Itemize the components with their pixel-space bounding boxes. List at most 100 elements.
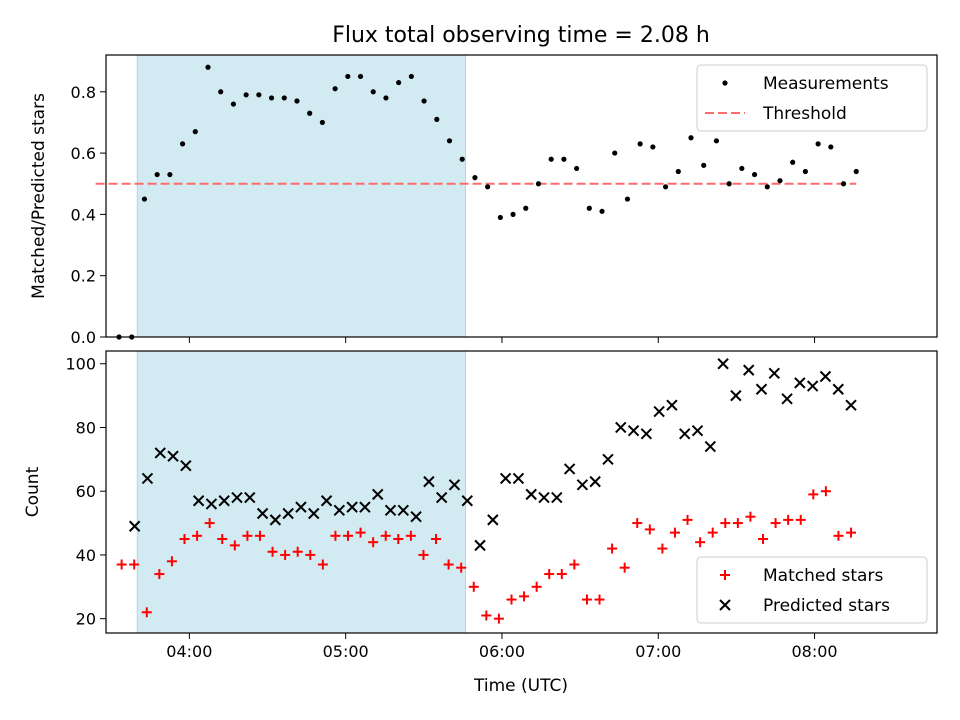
bottom-point-plus-9 <box>229 540 240 551</box>
top-point-dot-44 <box>675 168 681 175</box>
bottom-point-x-25-b <box>448 479 461 491</box>
bottom-point-x-5-b <box>192 495 205 507</box>
bottom-y-tick-label-4: 100 <box>65 355 96 374</box>
top-point-dot-37 <box>586 205 592 211</box>
x-tick-label-2: 06:00 <box>479 642 525 661</box>
top-point-dot-30 <box>497 214 503 221</box>
bottom-point-x-33-b <box>551 491 563 504</box>
bottom-point-x-44 <box>691 424 704 437</box>
bottom-point-plus-33 <box>531 581 542 592</box>
bottom-point-x-46 <box>717 358 729 370</box>
top-point-dot-36 <box>574 165 580 172</box>
bottom-point-x-36-b <box>589 475 601 488</box>
bottom-point-plus-47 <box>707 527 718 538</box>
top-point-dot-33 <box>535 181 542 187</box>
bottom-legend-marker-1 <box>719 599 731 611</box>
top-y-tick-label-2: 0.4 <box>71 205 96 224</box>
bottom-point-plus-58 <box>846 527 857 538</box>
bottom-point-plus-23 <box>405 530 416 541</box>
bottom-point-x-43 <box>679 428 691 440</box>
bottom-point-x-2-b <box>154 447 166 459</box>
bottom-point-x-50 <box>768 367 780 380</box>
bottom-point-plus-30 <box>493 613 504 624</box>
bottom-y-axis-label: Count <box>23 466 43 517</box>
top-legend-marker-0 <box>722 80 728 86</box>
bottom-point-x-54-b <box>819 370 832 383</box>
bottom-point-x-35 <box>576 479 589 491</box>
bottom-point-x-34 <box>563 463 576 475</box>
bottom-point-plus-5 <box>179 534 190 544</box>
bottom-point-plus-43 <box>657 543 668 554</box>
top-point-dot-10 <box>243 92 249 98</box>
bottom-point-x-26 <box>461 495 473 507</box>
bottom-point-x-21 <box>397 504 410 517</box>
top-y-tick-label-0: 0.0 <box>71 328 96 347</box>
top-point-dot-8 <box>218 89 224 95</box>
bottom-point-x-14 <box>308 507 320 520</box>
bottom-point-x-2 <box>154 447 166 459</box>
top-point-dot-51 <box>764 184 770 190</box>
bottom-point-plus-44 <box>669 527 680 538</box>
chart-title: Flux total observing time = 2.08 h <box>332 23 710 48</box>
x-tick-label-1: 05:00 <box>323 642 369 661</box>
bottom-point-plus-46 <box>695 537 706 548</box>
bottom-point-x-33 <box>551 491 563 504</box>
top-point-dot-3 <box>154 171 160 178</box>
top-point-dot-15 <box>307 110 313 116</box>
bottom-point-plus-31 <box>506 594 517 605</box>
bottom-point-x-49-b <box>755 383 768 395</box>
bottom-point-plus-20 <box>368 537 379 548</box>
bottom-point-plus-55 <box>808 489 819 500</box>
bottom-point-plus-28 <box>468 581 479 592</box>
bottom-point-x-42 <box>666 399 678 411</box>
bottom-point-plus-15 <box>305 549 316 560</box>
top-point-dot-19 <box>357 73 364 80</box>
top-point-dot-40 <box>624 196 631 202</box>
bottom-point-plus-37 <box>581 594 592 605</box>
top-point-dot-38 <box>599 208 605 214</box>
bottom-point-x-37-b <box>602 453 614 466</box>
top-point-dot-22 <box>396 79 402 86</box>
top-observing-window <box>136 54 466 338</box>
bottom-point-x-0 <box>128 520 141 532</box>
bottom-y-tick-label-1: 40 <box>76 546 96 565</box>
bottom-point-plus-27 <box>456 562 467 573</box>
bottom-legend: Matched stars Predicted stars <box>696 556 928 624</box>
bottom-point-x-27 <box>474 539 486 552</box>
bottom-point-x-38-b <box>615 421 627 434</box>
bottom-point-plus-48 <box>720 518 731 529</box>
bottom-point-x-13-b <box>295 501 307 513</box>
bottom-point-plus-0 <box>116 559 127 570</box>
bottom-point-x-39-b <box>627 424 640 437</box>
top-panel: 0.0 0.2 0.4 0.6 0.8 Measurements Threshold <box>71 54 938 347</box>
bottom-point-x-16-b <box>333 504 346 517</box>
bottom-point-x-53 <box>806 380 819 392</box>
bottom-panel: 20 40 60 80 100 04:00 05:00 06:00 07:00 08:00 Matc… <box>65 350 938 661</box>
top-point-dot-41 <box>637 141 643 147</box>
top-point-dot-34 <box>548 156 554 162</box>
bottom-point-x-53-b <box>806 380 819 392</box>
bottom-point-plus-57 <box>833 530 844 541</box>
top-y-tick-label-3: 0.6 <box>71 144 96 163</box>
bottom-point-plus-13 <box>280 549 291 560</box>
bottom-point-x-32-b <box>538 491 550 504</box>
bottom-point-x-55-b <box>832 383 844 395</box>
top-point-dot-29 <box>485 184 491 190</box>
top-legend-box <box>696 64 928 132</box>
bottom-point-plus-22 <box>393 534 404 544</box>
bottom-point-x-9 <box>244 491 256 504</box>
bottom-point-x-23 <box>423 475 435 488</box>
bottom-point-x-20-b <box>384 504 397 517</box>
bottom-point-x-13 <box>295 501 307 513</box>
top-y-tick-label-4: 0.8 <box>71 83 96 102</box>
bottom-point-x-19-b <box>372 488 384 501</box>
bottom-point-x-17 <box>346 501 358 513</box>
bottom-point-plus-34 <box>544 569 555 580</box>
bottom-legend-label-1: Predicted stars <box>763 596 890 616</box>
bottom-point-x-5 <box>192 495 205 507</box>
bottom-point-x-40-b <box>640 428 653 440</box>
top-point-dot-2 <box>141 196 148 202</box>
bottom-point-x-19 <box>372 488 384 501</box>
bottom-point-x-56-b <box>845 399 857 411</box>
top-point-dot-56 <box>828 144 834 150</box>
